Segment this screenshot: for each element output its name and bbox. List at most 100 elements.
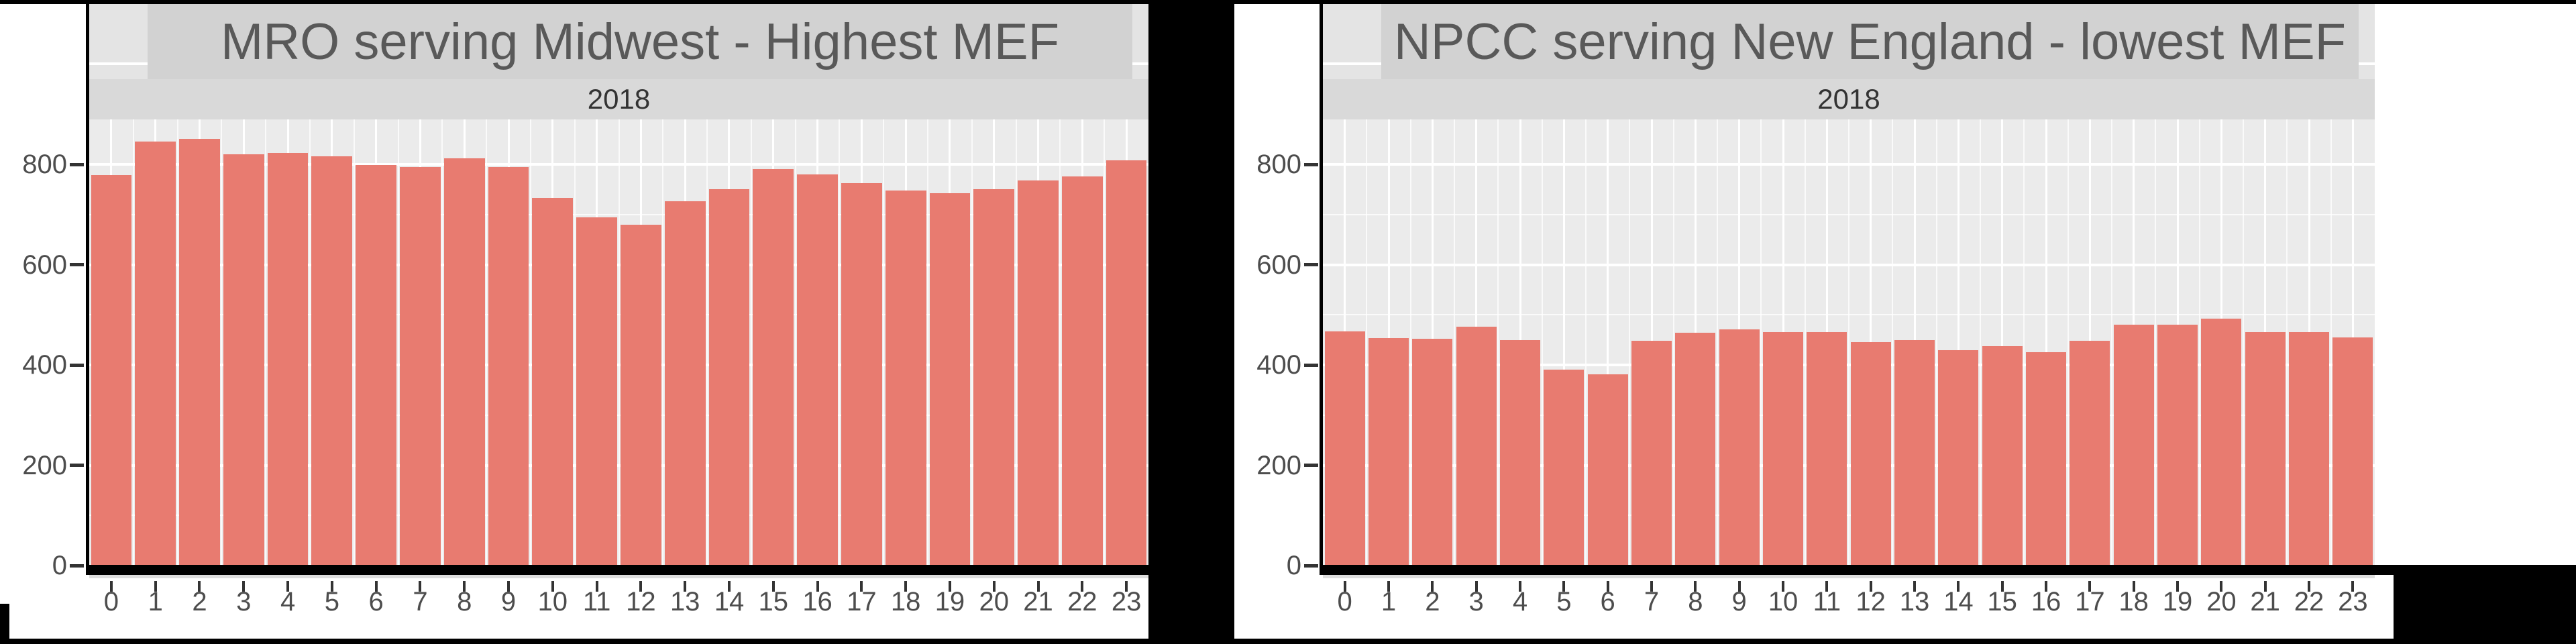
x-tick [639, 581, 643, 592]
x-tick-label: 15 [758, 587, 789, 616]
gridline-v-minor [486, 119, 488, 566]
x-tick-label: 10 [1768, 587, 1799, 616]
gridline-v-minor [1366, 119, 1368, 566]
y-tick-label: 0 [1286, 551, 1301, 580]
x-tick [684, 581, 687, 592]
x-tick [2000, 581, 2004, 592]
x-tick-label: 9 [500, 587, 517, 616]
gridline-v-minor [1629, 119, 1631, 566]
x-tick [198, 581, 201, 592]
x-tick [507, 581, 511, 592]
x-tick-label: 12 [626, 587, 656, 616]
y-tick [70, 464, 84, 467]
gridline-v-minor [883, 119, 885, 566]
gridline-v-minor [927, 119, 929, 566]
gridline-v-minor [1848, 119, 1849, 566]
strip-notch-right [1132, 4, 1148, 79]
bar [1018, 180, 1059, 566]
gridline-v-minor [353, 119, 355, 566]
x-tick-label: 8 [457, 587, 472, 616]
gridline-v-minor [706, 119, 708, 566]
x-tick-label: 18 [2118, 587, 2149, 616]
y-tick [70, 162, 84, 166]
bar [885, 190, 926, 566]
bar [223, 154, 264, 566]
bar [2245, 331, 2286, 566]
y-tick-label: 200 [22, 450, 67, 480]
x-tick-label: 14 [1943, 587, 1974, 616]
x-tick [2088, 581, 2092, 592]
x-tick-label: 16 [2031, 587, 2061, 616]
x-tick [286, 581, 290, 592]
x-tick-label: 8 [1688, 587, 1703, 616]
panel-underline [89, 575, 1148, 578]
x-tick [595, 581, 598, 592]
x-tick [1562, 581, 1566, 592]
frame-top-line [0, 0, 2576, 4]
gridline-v-minor [2111, 119, 2112, 566]
x-tick [109, 581, 113, 592]
y-tick-label: 800 [22, 150, 67, 179]
x-tick [1343, 581, 1346, 592]
notch-gridline [1323, 62, 1381, 65]
x-tick-label: 1 [1381, 587, 1397, 616]
x-tick-label: 23 [1111, 587, 1142, 616]
x-tick [904, 581, 908, 592]
x-tick [1606, 581, 1609, 592]
x-tick-label: 0 [1337, 587, 1352, 616]
y-tick-label: 600 [22, 250, 67, 280]
x-tick [463, 581, 466, 592]
gridline-v-minor [662, 119, 664, 566]
x-tick [419, 581, 422, 592]
gridline-v-minor [1892, 119, 1894, 566]
bar [443, 158, 485, 566]
x-tick-label: 19 [2162, 587, 2193, 616]
gridline-v-minor [1104, 119, 1106, 566]
notch-gridline [89, 62, 148, 65]
bar [797, 174, 838, 566]
bar [91, 175, 132, 566]
x-tick [727, 581, 731, 592]
gridline-v-minor [2198, 119, 2200, 566]
bar [708, 189, 750, 566]
bar [2070, 341, 2110, 566]
bar [1587, 374, 1628, 566]
x-tick-label: 14 [714, 587, 745, 616]
gridline-v-minor [971, 119, 973, 566]
gridline-v-minor [2067, 119, 2069, 566]
gridline-v-minor [2330, 119, 2332, 566]
x-tick-label: 3 [236, 587, 252, 616]
bar [1631, 341, 1672, 566]
bar [1456, 327, 1497, 566]
bar [1544, 370, 1585, 566]
title-box: MRO serving Midwest - Highest MEF [148, 4, 1132, 79]
x-tick [1694, 581, 1697, 592]
x-tick-label: 5 [1556, 587, 1572, 616]
bar [400, 167, 441, 566]
strip-notch-right [2359, 4, 2375, 79]
gridline-v-minor [1541, 119, 1543, 566]
x-tick [1782, 581, 1784, 592]
gridline-v-minor [441, 119, 443, 566]
x-tick-label: 16 [802, 587, 833, 616]
x-tick [2045, 581, 2047, 592]
corner-block-bottom-left [0, 604, 9, 644]
gridline-v-minor [2286, 119, 2288, 566]
x-tick [374, 581, 378, 592]
y-tick [1304, 263, 1318, 266]
y-tick-label: 400 [22, 350, 67, 380]
gridline-v-minor [397, 119, 399, 566]
x-tick-label: 4 [1512, 587, 1528, 616]
gridline-v-major [2045, 119, 2047, 566]
x-tick-label: 19 [934, 587, 965, 616]
gridline-v-minor [750, 119, 752, 566]
bar [356, 164, 397, 566]
x-tick-label: 18 [890, 587, 921, 616]
bar [1412, 339, 1453, 566]
y-tick [1304, 564, 1318, 568]
y-tick [1304, 464, 1318, 467]
facet-year-label: 2018 [1817, 83, 1880, 115]
bar [664, 201, 706, 566]
bar [753, 169, 794, 566]
x-tick [1387, 581, 1390, 592]
